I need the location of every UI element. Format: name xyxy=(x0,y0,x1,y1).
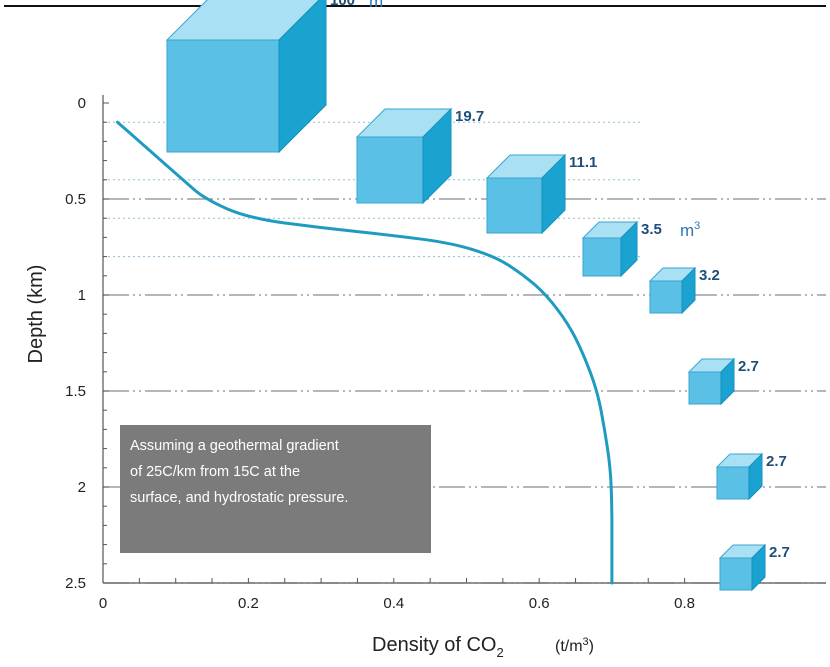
cube-side-face xyxy=(681,266,696,315)
cube-side-face xyxy=(748,452,763,501)
cube-front-face xyxy=(486,177,543,234)
cube-top-face xyxy=(165,0,320,41)
y-tick-label: 2.5 xyxy=(65,575,86,592)
note-line-1: Assuming a geothermal gradient xyxy=(130,438,339,454)
cube-volume-label: 3.5 xyxy=(641,221,662,238)
x-tick-label: 0.4 xyxy=(383,595,404,612)
cube-volume-label: 3.2 xyxy=(699,267,720,284)
note-line-3: surface, and hydrostatic pressure. xyxy=(130,490,349,506)
x-tick-label: 0.2 xyxy=(238,595,259,612)
x-tick-label: 0.6 xyxy=(529,595,550,612)
cube-volume-label: 2.7 xyxy=(766,453,787,470)
assumption-note: Assuming a geothermal gradient of 25C/km… xyxy=(120,425,431,553)
density-curve xyxy=(116,120,614,585)
x-tick-label: 0 xyxy=(99,595,107,612)
cube-volume-label: 19.7 xyxy=(455,108,484,125)
cube-side-face xyxy=(751,543,766,592)
cube-side-face xyxy=(541,153,566,235)
cube-front-face xyxy=(582,237,622,277)
cube-side-face xyxy=(278,0,327,154)
y-tick-label: 0.5 xyxy=(65,191,86,208)
cube-7: 2.7 xyxy=(718,543,790,592)
cube-0: 100 m3 xyxy=(165,0,389,154)
note-line-2: of 25C/km from 15C at the xyxy=(130,464,301,480)
cube-6: 2.7 xyxy=(715,452,787,501)
x-axis-unit: (t/m3) xyxy=(555,636,594,655)
cube-volume-label: 2.7 xyxy=(769,544,790,561)
x-tick-label: 0.8 xyxy=(674,595,695,612)
cube-volume-label: 11.1 xyxy=(569,154,597,171)
cube-front-face xyxy=(356,136,424,204)
cube-front-face xyxy=(649,280,683,314)
cube-front-face xyxy=(716,466,750,500)
cube-volume-label: 100 xyxy=(330,0,355,9)
y-tick-label: 2 xyxy=(78,479,86,496)
cube-2: 11.1 xyxy=(485,153,597,235)
axes: 0 0.5 1 1.5 2 2.5 0 0.2 0.4 0.6 0.8 xyxy=(65,95,826,612)
cube-side-face xyxy=(720,357,735,406)
cube-front-face xyxy=(688,371,722,405)
cube-3: 3.5 m3 xyxy=(581,220,700,278)
y-axis-title: Depth (km) xyxy=(25,265,47,364)
cube-front-face xyxy=(166,39,280,153)
cube-unit-label: m3 xyxy=(369,0,389,11)
y-tick-label: 1 xyxy=(78,287,86,304)
x-axis-title: Density of CO2 xyxy=(372,634,504,660)
cube-front-face xyxy=(719,557,753,591)
cube-4: 3.2 xyxy=(648,266,720,315)
density-curve-line xyxy=(116,120,614,585)
y-tick-label: 1.5 xyxy=(65,383,86,400)
cube-5: 2.7 xyxy=(687,357,759,406)
y-tick-label: 0 xyxy=(78,95,86,112)
cube-unit-label: m3 xyxy=(680,220,700,240)
cube-side-face xyxy=(620,220,638,278)
cube-side-face xyxy=(422,107,452,205)
cube-1: 19.7 xyxy=(355,107,484,205)
volume-cubes: 100 m3 19.7 11.1 3.5 m3 3.2 2.7 2.7 2.7 xyxy=(165,0,790,592)
cube-volume-label: 2.7 xyxy=(738,358,759,375)
